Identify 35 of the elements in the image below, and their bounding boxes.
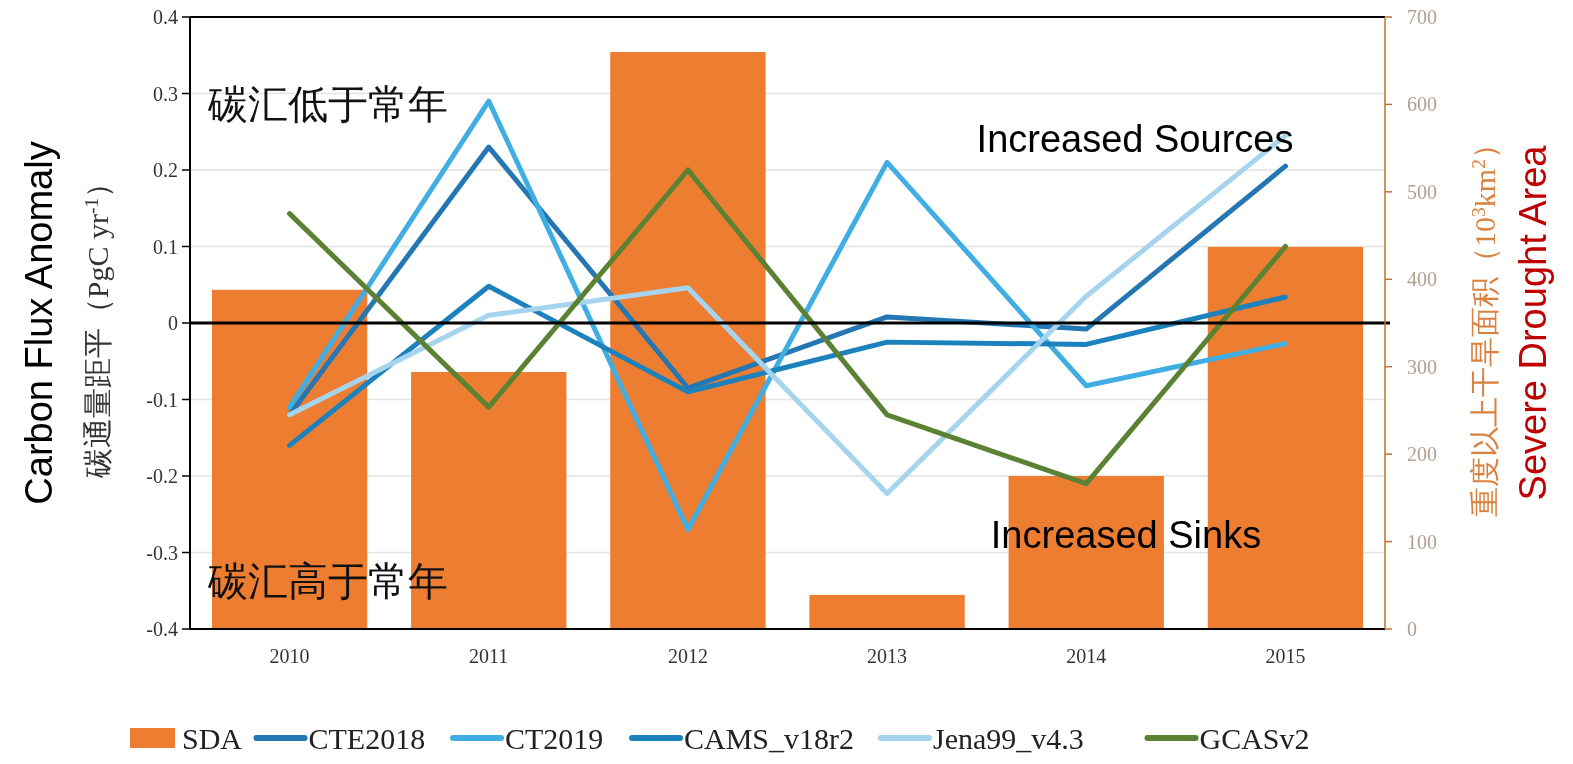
legend-label: SDA — [182, 721, 243, 755]
y2-tick-label: 100 — [1407, 530, 1437, 553]
legend-label: GCASv2 — [1199, 721, 1310, 755]
bar — [809, 594, 965, 629]
text: Carbon Flux Anomaly — [18, 141, 60, 505]
y2-tick-label: 0 — [1407, 618, 1417, 640]
legend-label: CAMS_v18r2 — [684, 721, 855, 755]
y-tick-label: 0.3 — [153, 82, 178, 105]
annotation: Increased Sources — [976, 118, 1294, 160]
y-tick-label: -0.2 — [146, 465, 178, 487]
text: Severe Drought Area — [1512, 144, 1554, 501]
x-tick-label: 2013 — [867, 645, 908, 667]
y-tick-label: 0 — [168, 312, 178, 334]
y2-tick-label: 700 — [1407, 6, 1437, 28]
y-tick-label: 0.2 — [153, 159, 178, 181]
x-tick-label: 2014 — [1066, 645, 1107, 667]
x-tick-label: 2010 — [269, 645, 310, 667]
y2-tick-label: 300 — [1407, 355, 1437, 378]
y2-tick-label: 400 — [1407, 268, 1437, 291]
bar — [610, 51, 766, 629]
y-tick-label: 0.1 — [153, 235, 178, 258]
legend-label: CTE2018 — [308, 721, 426, 755]
y-tick-label: -0.3 — [146, 541, 178, 564]
legend-label: CT2019 — [505, 721, 604, 755]
y2-tick-label: 600 — [1407, 93, 1437, 116]
y-tick-label: 0.4 — [153, 6, 178, 28]
y-tick-label: -0.4 — [146, 618, 178, 640]
y-tick-label: -0.1 — [146, 388, 178, 411]
annotation: 碳汇低于常年 — [207, 82, 448, 126]
x-tick-label: 2015 — [1265, 645, 1306, 667]
legend-label: Jena99_v4.3 — [933, 721, 1084, 755]
y2-tick-label: 500 — [1407, 180, 1437, 203]
x-tick-label: 2012 — [667, 645, 708, 667]
x-tick-label: 2011 — [469, 645, 509, 667]
y2-tick-label: 200 — [1407, 443, 1437, 466]
